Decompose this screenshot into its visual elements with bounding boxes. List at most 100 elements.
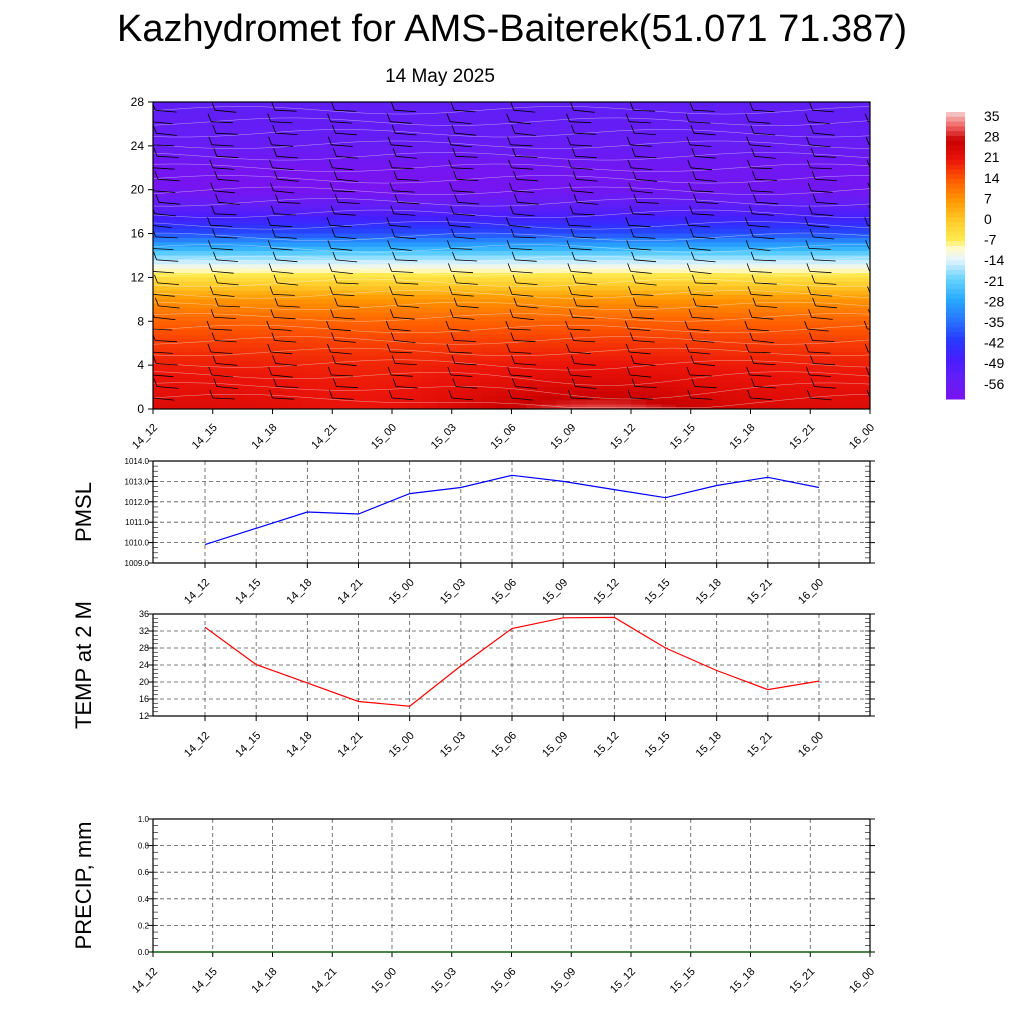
field-cell <box>317 198 333 204</box>
colorbar-segment <box>946 351 965 357</box>
wind-barb-flag <box>626 136 631 145</box>
field-cell <box>765 382 781 388</box>
field-cell <box>377 268 393 274</box>
field-cell <box>601 286 617 292</box>
wind-barb <box>452 294 474 297</box>
field-cell <box>765 167 781 173</box>
field-cell <box>645 207 662 213</box>
field-cell <box>780 264 796 270</box>
field-cell <box>795 365 811 371</box>
field-cell <box>631 150 647 156</box>
field-cell <box>765 356 781 362</box>
field-cell <box>720 268 737 274</box>
field-cell <box>675 141 692 147</box>
wind-barb-flag <box>506 240 511 249</box>
colorbar-segment <box>946 222 965 228</box>
field-cell <box>257 132 274 138</box>
y-tick-label: 24 <box>139 660 149 670</box>
field-cell <box>825 360 841 366</box>
field-cell <box>825 347 841 353</box>
field-cell <box>406 395 423 401</box>
field-cell <box>765 119 781 125</box>
field-cell <box>660 281 677 287</box>
field-cell <box>526 119 542 125</box>
field-cell <box>556 189 572 195</box>
field-cell <box>855 316 870 322</box>
field-cell <box>451 180 468 186</box>
field-cell <box>631 163 647 169</box>
field-cell <box>362 400 378 406</box>
field-cell <box>780 299 796 305</box>
field-cell <box>496 387 513 393</box>
field-cell <box>735 207 752 213</box>
field-cell <box>257 360 274 366</box>
field-cell <box>660 321 677 327</box>
field-cell <box>645 106 662 112</box>
field-cell <box>810 242 826 248</box>
field-cell <box>526 207 542 213</box>
field-cell <box>406 347 423 353</box>
field-cell <box>167 123 184 129</box>
field-cell <box>332 400 348 406</box>
wind-barb-flag <box>864 217 869 226</box>
field-cell <box>675 303 692 309</box>
field-cell <box>287 189 303 195</box>
field-cell <box>153 334 169 340</box>
field-cell <box>720 137 737 143</box>
field-cell <box>705 347 722 353</box>
field-cell <box>690 224 707 230</box>
field-cell <box>840 360 856 366</box>
field-cell <box>406 391 423 397</box>
field-cell <box>690 242 707 248</box>
field-cell <box>705 321 722 327</box>
field-cell <box>496 163 513 169</box>
field-cell <box>586 290 602 296</box>
field-cell <box>780 378 796 384</box>
field-cell <box>153 356 169 362</box>
field-cell <box>601 373 617 379</box>
wind-barb <box>274 340 297 343</box>
field-cell <box>780 356 796 362</box>
field-cell <box>750 233 767 239</box>
field-cell <box>362 404 378 409</box>
wind-barb-flag <box>452 378 457 387</box>
wind-barb <box>215 132 238 135</box>
wind-barb <box>333 190 355 193</box>
field-cell <box>616 211 632 217</box>
field-cell <box>347 172 363 178</box>
wind-barb <box>812 213 834 217</box>
field-cell <box>795 167 811 173</box>
field-cell <box>541 141 557 147</box>
field-cell <box>795 373 811 379</box>
field-cell <box>526 378 542 384</box>
wind-barb <box>575 155 597 159</box>
field-cell <box>735 194 752 200</box>
field-cell <box>720 303 737 309</box>
field-cell <box>840 242 856 248</box>
field-cell <box>705 159 722 164</box>
field-cell <box>795 294 811 300</box>
field-cell <box>631 106 647 112</box>
y-tick-label: 20 <box>139 677 149 687</box>
field-cell <box>302 176 318 182</box>
wind-barb-flag <box>689 102 694 111</box>
field-cell <box>780 268 796 274</box>
field-cell <box>601 259 617 265</box>
wind-barb <box>873 133 894 135</box>
wind-barb <box>153 294 175 297</box>
wind-barb <box>811 317 833 320</box>
field-cell <box>481 343 498 349</box>
field-cell <box>317 294 333 300</box>
wind-barb-flag <box>869 125 870 126</box>
field-cell <box>601 172 617 178</box>
contour-line <box>153 129 870 138</box>
field-cell <box>496 299 513 305</box>
field-cell <box>690 286 707 292</box>
field-cell <box>347 106 363 112</box>
field-cell <box>257 229 274 235</box>
field-cell <box>795 137 811 143</box>
field-cell <box>526 294 542 300</box>
wind-barb <box>635 282 657 286</box>
field-cell <box>257 378 274 384</box>
